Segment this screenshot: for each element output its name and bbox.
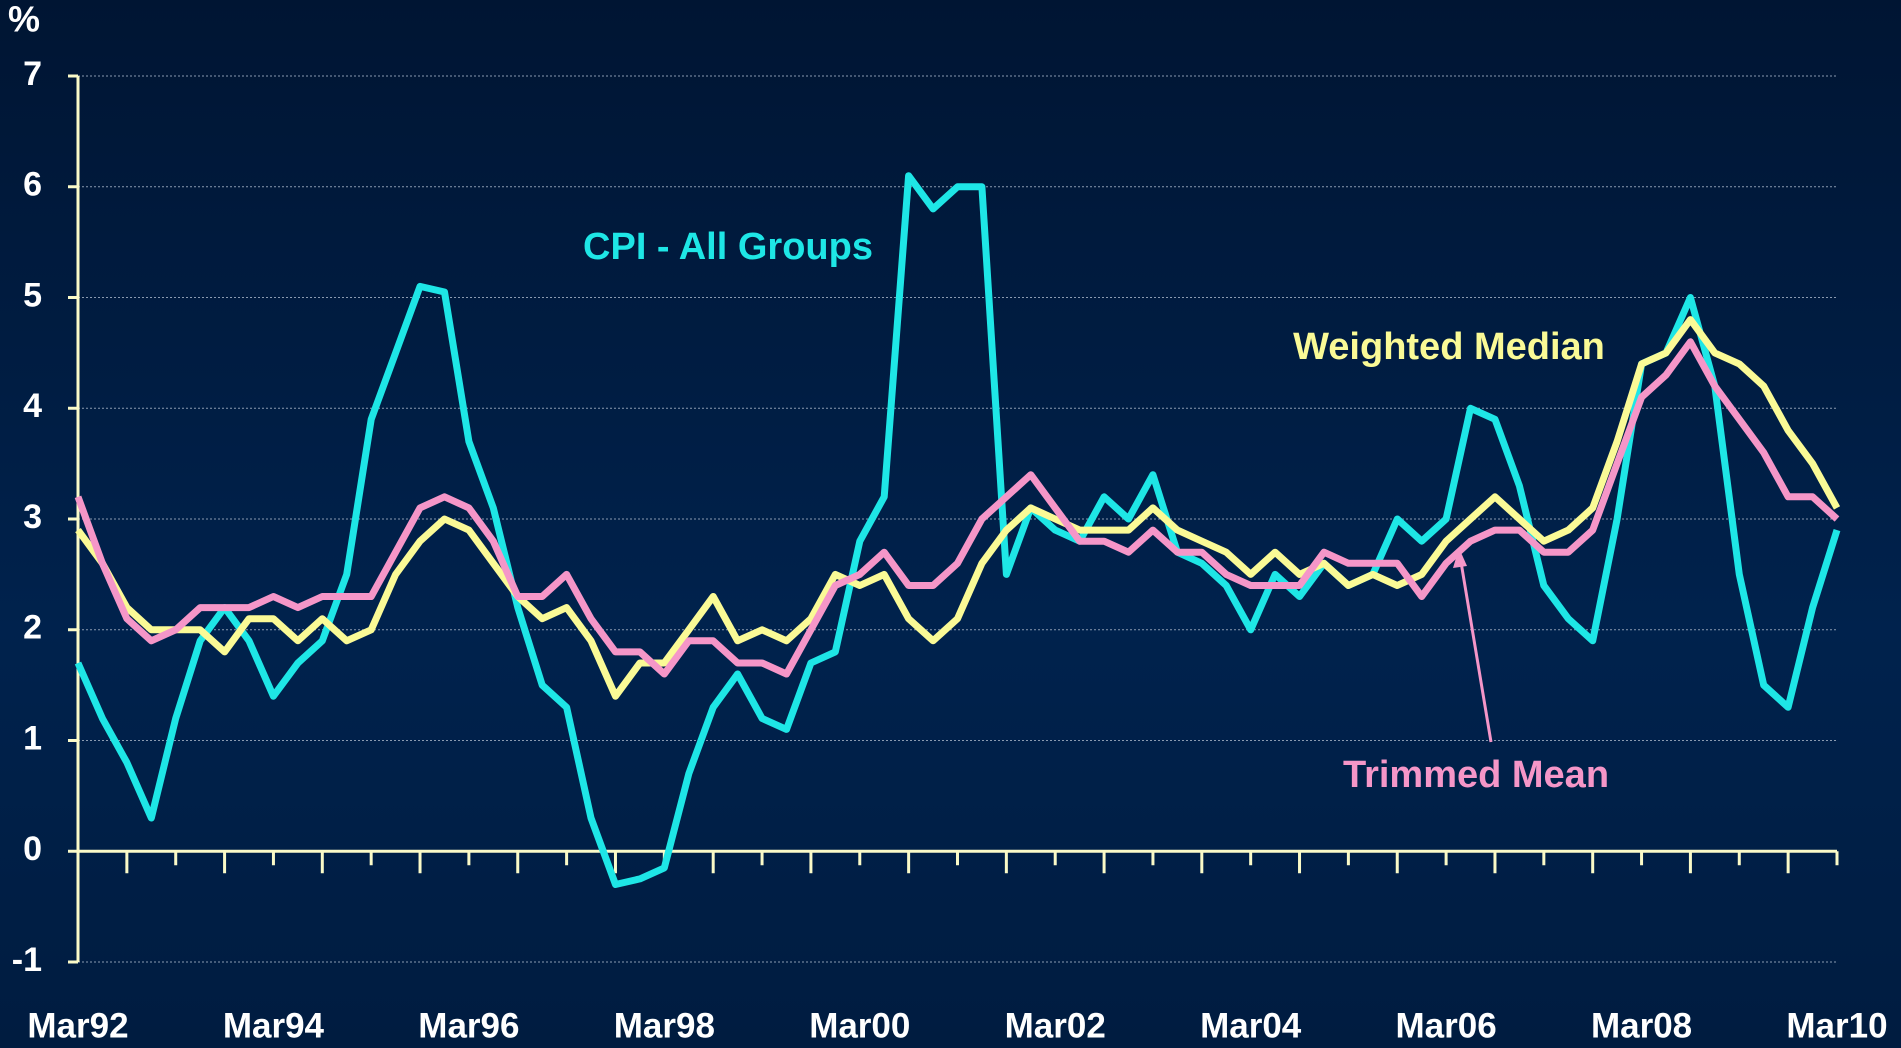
series-label: Weighted Median [1293,326,1605,368]
y-tick-label: 1 [23,719,42,757]
annotation-arrow [1458,555,1493,743]
x-tick-label: Mar10 [1786,1006,1887,1045]
x-tick-label: Mar96 [418,1006,519,1045]
series-line [75,316,1841,700]
x-tick-label: Mar94 [223,1006,325,1045]
y-tick-label: -1 [12,941,42,979]
y-tick-label: 5 [23,276,42,314]
x-tick-label: Mar04 [1200,1006,1302,1045]
series-label: Trimmed Mean [1343,754,1609,796]
x-tick-label: Mar98 [614,1006,715,1045]
y-tick-label: 4 [23,387,42,425]
y-axis-unit: % [8,0,40,40]
y-tick-label: 6 [23,166,42,204]
series-line [74,172,1841,888]
x-tick-label: Mar00 [809,1006,910,1045]
y-tick-label: 7 [23,55,42,93]
y-tick-label: 3 [23,498,42,536]
x-tick-label: Mar02 [1005,1006,1106,1045]
x-tick-label: Mar92 [27,1006,128,1045]
x-tick-label: Mar06 [1396,1006,1497,1045]
x-tick-label: Mar08 [1591,1006,1692,1045]
series-line [74,338,1840,678]
annotation-arrowhead [1453,548,1467,568]
y-tick-label: 0 [23,830,42,868]
y-tick-label: 2 [23,609,42,647]
series-label: CPI - All Groups [583,226,873,268]
